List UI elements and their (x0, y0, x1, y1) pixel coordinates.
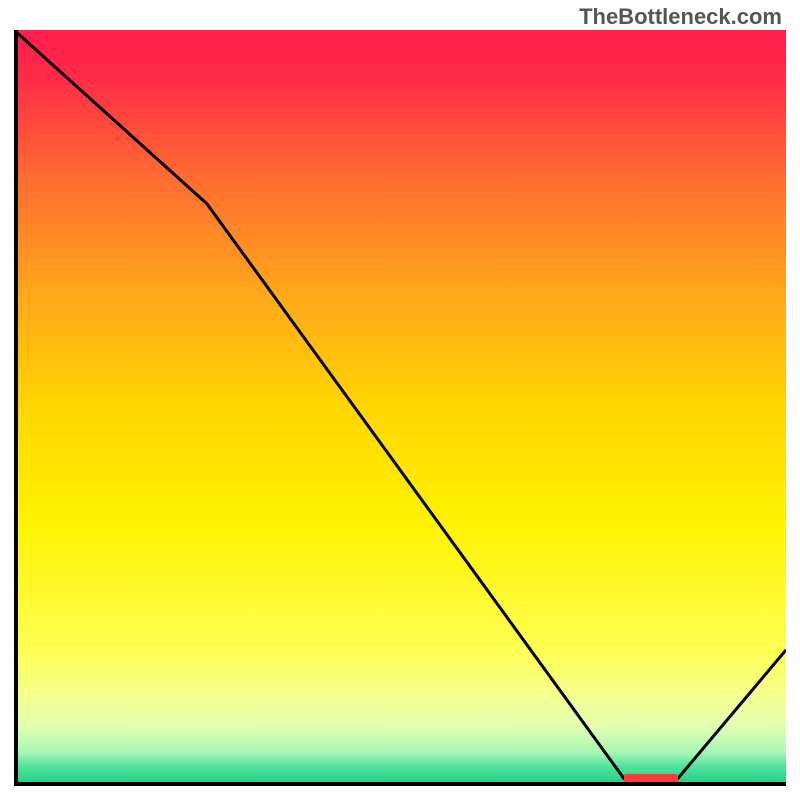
y-axis-border (14, 30, 18, 786)
plot-area (14, 30, 786, 786)
curve-svg (14, 30, 786, 786)
chart-container: TheBottleneck.com (0, 0, 800, 800)
bottleneck-curve (14, 30, 786, 778)
x-axis-border (14, 782, 786, 786)
watermark-text: TheBottleneck.com (579, 4, 782, 30)
